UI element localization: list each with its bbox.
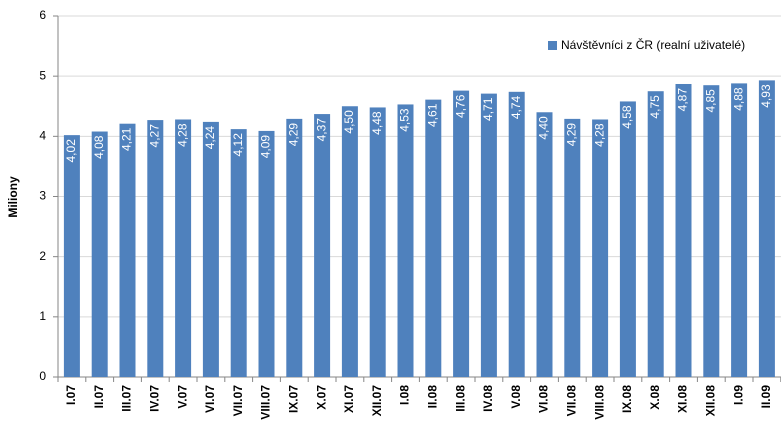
data-label: 4,37 [314,118,328,142]
x-tick-label: VI.07 [203,385,217,413]
data-label: 4,28 [175,123,189,147]
x-tick-label: IX.07 [286,385,300,413]
x-tick-label: VII.07 [231,385,245,417]
y-tick-label: 6 [39,8,46,22]
bar [258,130,275,377]
bar [314,114,331,378]
data-label: 4,24 [203,126,217,150]
bar [425,99,442,378]
x-tick-label: IV.08 [481,385,495,412]
data-label: 4,48 [370,111,384,135]
x-tick-label: VIII.08 [592,385,606,420]
x-tick-label: X.08 [648,385,662,410]
x-tick-label: III.07 [120,385,134,412]
x-tick-label: X.07 [314,385,328,410]
x-tick-label: XII.07 [370,385,384,417]
y-axis-title: Miliony [6,176,20,218]
x-tick-label: XII.08 [703,385,717,417]
x-tick-label: XI.08 [676,385,690,413]
data-label: 4,40 [537,116,551,140]
data-label: 4,61 [425,103,439,127]
bar [758,80,775,378]
legend-swatch [548,41,557,50]
y-tick-label: 2 [39,249,46,263]
bar [731,83,748,378]
data-label: 4,27 [147,124,161,148]
y-tick-label: 3 [39,189,46,203]
legend-label: Návštěvníci z ČR (realní uživatelé) [561,37,745,52]
bar [564,118,581,377]
x-tick-label: VII.08 [564,385,578,417]
data-label: 4,93 [759,84,773,108]
data-label: 4,08 [92,135,106,159]
bar [397,104,414,377]
data-label: 4,76 [453,94,467,118]
data-label: 4,09 [259,135,273,159]
x-tick-label: III.08 [453,385,467,412]
bar [286,118,303,377]
data-label: 4,53 [398,108,412,132]
y-tick-label: 0 [39,369,46,383]
x-tick-label: VIII.07 [259,385,273,420]
bar [619,101,636,377]
data-label: 4,29 [286,123,300,147]
data-label: 4,29 [564,123,578,147]
y-tick-label: 1 [39,309,46,323]
y-tick-label: 4 [39,129,46,143]
data-label: 4,28 [592,123,606,147]
x-tick-label: II.09 [759,385,773,409]
bar [175,119,192,377]
data-label: 4,12 [231,133,245,157]
data-label: 4,87 [676,88,690,112]
x-tick-label: IV.07 [147,385,161,412]
data-label: 4,85 [703,89,717,113]
x-tick-label: II.07 [92,385,106,409]
y-tick-label: 5 [39,68,46,82]
bar [341,106,358,377]
x-tick-label: I.07 [64,385,78,405]
bar [147,120,164,378]
bar [647,91,664,377]
x-tick-label: VI.08 [537,385,551,413]
x-tick-label: IX.08 [620,385,634,413]
x-tick-label: V.08 [509,385,523,409]
bar [536,112,553,378]
x-tick-label: I.08 [398,385,412,405]
bar [508,91,525,377]
data-label: 4,75 [648,95,662,119]
bar [369,107,386,377]
bar [230,129,247,377]
bar [119,123,136,377]
bar [202,121,219,377]
data-label: 4,71 [481,97,495,121]
x-tick-label: II.08 [425,385,439,409]
bar [453,90,470,378]
x-tick-label: V.07 [175,385,189,409]
bar [703,85,720,378]
bar [592,119,609,377]
bar [675,83,692,377]
bar [91,131,108,377]
bar [63,135,80,377]
data-label: 4,21 [120,127,134,151]
data-label: 4,02 [64,139,78,163]
data-label: 4,50 [342,110,356,134]
data-label: 4,74 [509,95,523,119]
x-tick-label: I.09 [731,385,745,405]
bar [480,93,497,378]
x-tick-label: XI.07 [342,385,356,413]
data-label: 4,58 [620,105,634,129]
data-label: 4,88 [731,87,745,111]
